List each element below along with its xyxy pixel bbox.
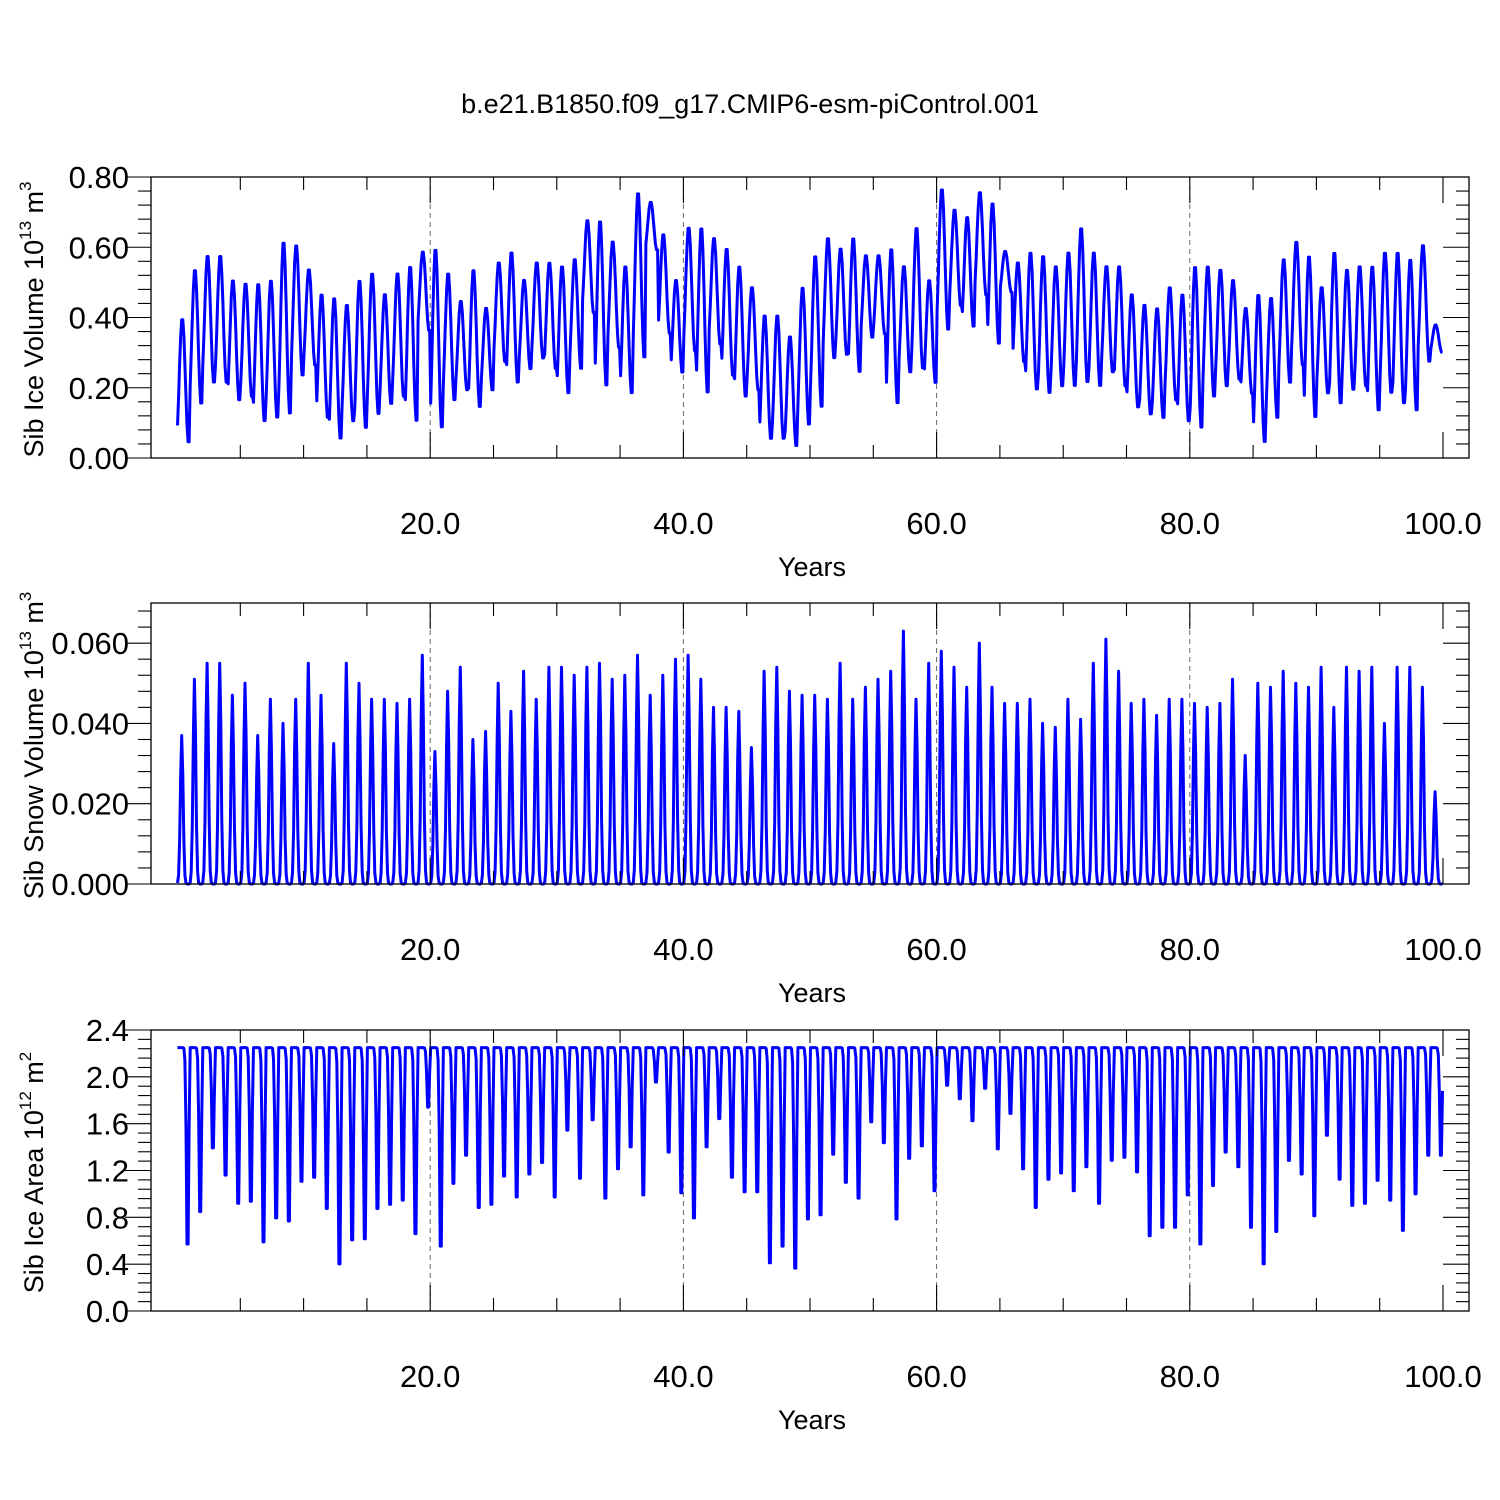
xtick-label: 60.0 [906,932,966,967]
ytick-label: 0.020 [51,787,129,822]
panel-snow-volume-xlabel: Years [778,978,846,1008]
ytick-label: 0.80 [69,160,129,195]
panel-snow-volume-ticks [125,603,1469,885]
ytick-label: 0.060 [51,626,129,661]
ytick-label: 0.000 [51,867,129,902]
panel-ice-area-xlabel: Years [778,1405,846,1435]
panel-ice-area: 0.0 0.4 0.8 1.2 1.6 2.0 2.4 20.0 40.0 60.0 80.0 10… [16,1013,1482,1435]
ice-volume-series-line [176,188,1443,447]
panel-ice-volume-ylabel: Sib Ice Volume 1013 m3 [16,181,49,457]
panel-ice-area-ylabel: Sib Ice Area 1012 m2 [16,1052,49,1294]
panel-ice-area-ytick-labels: 0.0 0.4 0.8 1.2 1.6 2.0 2.4 [86,1013,129,1329]
ice-area-series-line [177,1046,1444,1270]
panel-snow-volume-ytick-labels: 0.000 0.020 0.040 0.060 [51,626,129,902]
xtick-label: 60.0 [906,506,966,541]
xtick-label: 100.0 [1404,1359,1482,1394]
ytick-label: 0.8 [86,1200,129,1235]
panel-ice-volume-xtick-labels: 20.0 40.0 60.0 80.0 100.0 [400,506,1482,541]
panel-ice-volume-xlabel: Years [778,552,846,582]
xtick-label: 40.0 [653,506,713,541]
panel-ice-area-ylabel-unit: m [19,1061,49,1091]
ytick-label: 2.4 [86,1013,129,1048]
panel-ice-volume-ylabel-exp: 13 [16,221,35,240]
ytick-label: 1.6 [86,1107,129,1142]
panel-ice-volume: 0.00 0.20 0.40 0.60 0.80 20.0 40.0 60.0 80.0 100… [16,160,1482,582]
xtick-label: 60.0 [906,1359,966,1394]
xtick-label: 100.0 [1404,506,1482,541]
panel-ice-area-ylabel-base: Sib Ice Area 10 [19,1110,49,1293]
ytick-label: 2.0 [86,1060,129,1095]
ytick-label: 0.00 [69,441,129,476]
panel-ice-area-ylabel-exp: 12 [16,1091,35,1110]
panel-ice-volume-ticks [125,176,1469,459]
xtick-label: 80.0 [1160,932,1220,967]
xtick-label: 40.0 [653,932,713,967]
ytick-label: 0.4 [86,1247,129,1282]
figure-title: b.e21.B1850.f09_g17.CMIP6-esm-piControl.… [461,89,1039,119]
panel-ice-area-xtick-labels: 20.0 40.0 60.0 80.0 100.0 [400,1359,1482,1394]
ytick-label: 0.40 [69,301,129,336]
xtick-label: 40.0 [653,1359,713,1394]
panel-ice-volume-ytick-labels: 0.00 0.20 0.40 0.60 0.80 [69,160,129,476]
panel-snow-volume-ylabel: Sib Snow Volume 1013 m3 [16,592,49,900]
xtick-label: 100.0 [1404,932,1482,967]
panel-snow-volume-ylabel-base: Sib Snow Volume 10 [19,650,49,899]
panel-snow-volume-ylabel-exp: 13 [16,631,35,650]
ytick-label: 0.0 [86,1294,129,1329]
panel-ice-volume-ylabel-unit-exp: 3 [16,181,35,190]
panel-ice-area-ylabel-unit-exp: 2 [16,1052,35,1061]
xtick-label: 20.0 [400,932,460,967]
ytick-label: 1.2 [86,1154,129,1189]
xtick-label: 20.0 [400,506,460,541]
xtick-label: 20.0 [400,1359,460,1394]
ytick-label: 0.20 [69,371,129,406]
panel-snow-volume-xtick-labels: 20.0 40.0 60.0 80.0 100.0 [400,932,1482,967]
panel-snow-volume-ylabel-unit-exp: 3 [16,592,35,601]
panel-snow-volume-grid [429,603,1191,884]
panel-ice-area-ticks [125,1029,1469,1312]
panel-ice-volume-ylabel-base: Sib Ice Volume 10 [19,240,49,458]
panel-snow-volume-ylabel-unit: m [19,601,49,631]
ytick-label: 0.040 [51,706,129,741]
ytick-label: 0.60 [69,230,129,265]
xtick-label: 80.0 [1160,1359,1220,1394]
panel-ice-volume-ylabel-unit: m [19,191,49,221]
panel-snow-volume: 0.000 0.020 0.040 0.060 20.0 40.0 60.0 80.0 100… [16,592,1482,1008]
xtick-label: 80.0 [1160,506,1220,541]
snow-volume-series-line [176,629,1443,886]
